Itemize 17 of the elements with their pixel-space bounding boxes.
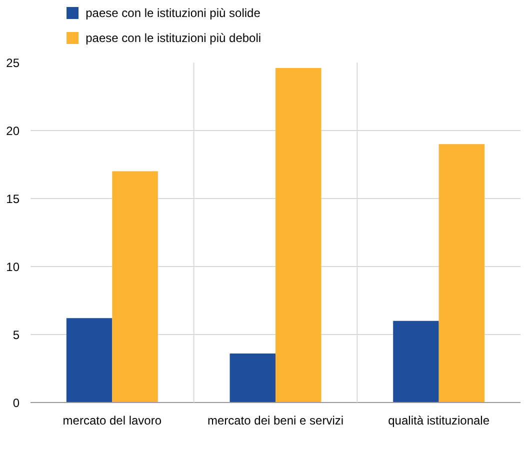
legend-label: paese con le istituzioni più solide: [86, 6, 261, 20]
bar: [66, 318, 112, 402]
y-tick-label: 5: [12, 328, 20, 342]
bar: [230, 354, 276, 402]
x-tick-label: mercato del lavoro: [62, 414, 162, 428]
bar: [438, 144, 485, 402]
x-tick-label: mercato dei beni e servizi: [207, 414, 344, 428]
x-tick-label: qualità istituzionale: [388, 414, 490, 428]
y-tick-label: 20: [6, 124, 20, 138]
legend-label: paese con le istituzioni più deboli: [86, 31, 262, 45]
y-tick-label: 25: [6, 56, 20, 70]
bar: [112, 171, 158, 402]
y-tick-label: 0: [12, 396, 20, 410]
bar: [393, 320, 439, 402]
y-tick-label: 10: [6, 260, 20, 274]
y-tick-label: 15: [6, 192, 20, 206]
bar: [276, 68, 322, 402]
